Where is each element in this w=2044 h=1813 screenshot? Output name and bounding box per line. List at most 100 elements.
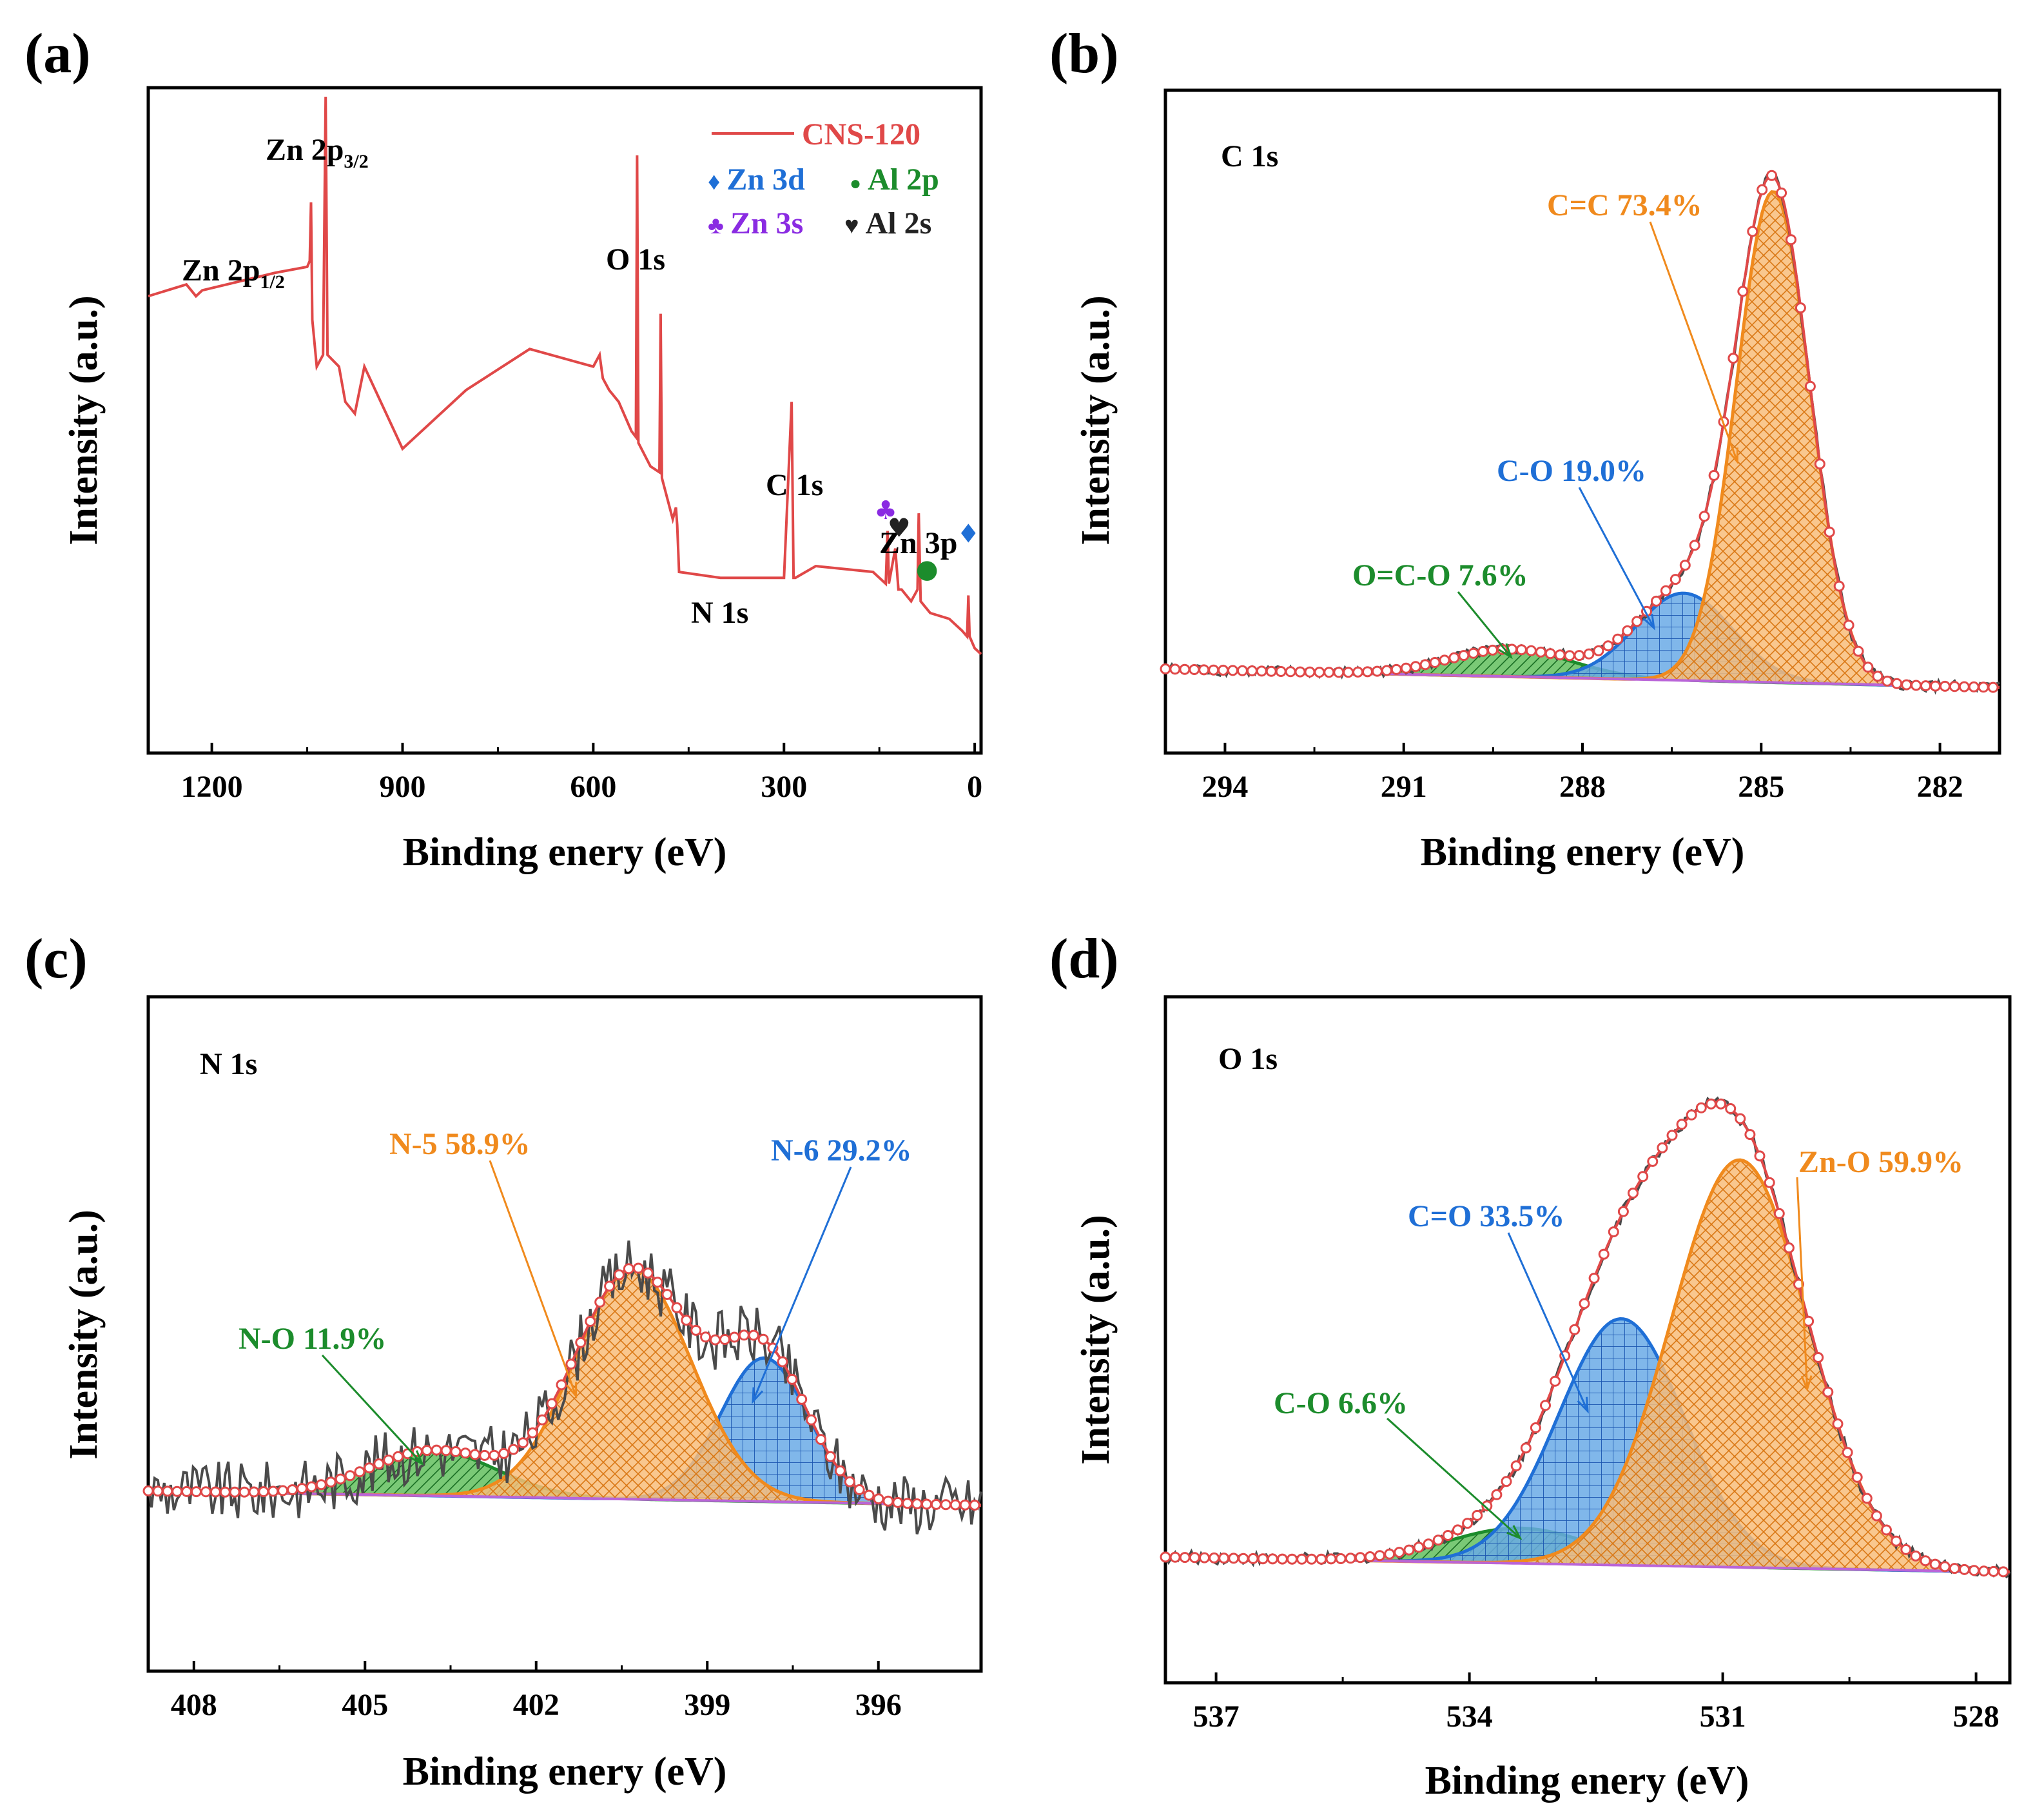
envelope-point: [268, 1485, 279, 1497]
envelope-point: [1501, 1476, 1512, 1487]
envelope-point: [623, 1263, 634, 1275]
envelope-point: [1583, 648, 1595, 660]
annotation-arrow: [1796, 1177, 1809, 1389]
envelope-point: [1160, 1551, 1171, 1563]
envelope-point: [1766, 170, 1778, 181]
envelope-point: [1554, 649, 1566, 661]
envelope-point: [1160, 663, 1171, 674]
envelope-point: [1487, 644, 1499, 656]
envelope-point: [1265, 665, 1277, 677]
envelope-point: [1477, 645, 1489, 657]
survey-spectrum-line: [148, 96, 982, 655]
envelope-point: [892, 1496, 904, 1508]
x-tick-label: 288: [1559, 770, 1606, 804]
envelope-point: [1238, 1553, 1249, 1564]
peak-marker: ♣: [874, 496, 897, 525]
envelope-point: [1381, 665, 1392, 676]
panel-d: (d) O 1s 537 534 531 528 Binding enery (eV)…: [1049, 928, 2012, 1803]
envelope-point: [508, 1444, 519, 1455]
peak-markers: ♦ ● ♣♥: [874, 496, 980, 584]
envelope-point: [1824, 526, 1835, 538]
envelope-point: [614, 1269, 625, 1280]
envelope-point: [325, 1476, 336, 1488]
envelope-point: [815, 1434, 826, 1446]
envelope-point: [1515, 644, 1527, 656]
envelope-point: [1352, 666, 1364, 678]
peak-label-o1s: O 1s: [606, 242, 665, 277]
x-tick-label: 531: [1700, 1700, 1746, 1734]
envelope-point: [671, 1302, 683, 1313]
envelope-point: [824, 1451, 836, 1462]
annotation-c-o: C-O 19.0%: [1497, 454, 1646, 488]
envelope-point: [1314, 667, 1325, 678]
x-axis-d: 537 534 531 528: [1193, 1672, 2000, 1734]
envelope-point: [1861, 1493, 1873, 1504]
envelope-point: [873, 1493, 884, 1505]
envelope-point: [1737, 286, 1749, 297]
x-tick-label: 534: [1446, 1700, 1493, 1734]
annotation-c-c: C=C 73.4%: [1547, 188, 1702, 222]
envelope-point: [1550, 1375, 1561, 1387]
envelope-point: [1410, 661, 1421, 672]
envelope-point: [354, 1466, 365, 1478]
envelope-point: [1728, 353, 1739, 364]
panel-label-a: (a): [24, 23, 91, 85]
y-axis-title-d: Intensity (a.u.): [1074, 1215, 1118, 1465]
envelope-point: [1669, 574, 1681, 585]
envelope-point: [1169, 1551, 1181, 1563]
envelope-point: [575, 1337, 587, 1348]
envelope-point: [1472, 1509, 1483, 1521]
envelope-point: [1462, 1518, 1474, 1529]
envelope-point: [1569, 1324, 1581, 1335]
envelope-point: [1439, 654, 1450, 666]
envelope-point: [1910, 1550, 1922, 1562]
envelope-point: [1757, 184, 1768, 195]
envelope-point: [209, 1486, 221, 1498]
envelope-point: [652, 1277, 663, 1288]
x-tick-label: 396: [855, 1688, 902, 1722]
raw-spectrum: [1165, 171, 2000, 695]
annotation-c-eq-o: C=O 33.5%: [1408, 1199, 1564, 1233]
envelope-point: [1764, 1177, 1775, 1188]
envelope-point: [1631, 616, 1643, 627]
envelope-point: [1843, 620, 1854, 631]
envelope-point: [1448, 652, 1460, 663]
envelope-point: [681, 1315, 692, 1326]
envelope-point: [921, 1498, 932, 1510]
envelope-point: [1458, 650, 1470, 662]
envelope-point: [1510, 1460, 1522, 1472]
legend-item-zn3s: ♣ Zn 3s: [708, 206, 803, 240]
envelope-point: [738, 1329, 750, 1341]
envelope-point: [1920, 680, 1931, 692]
envelope-point: [700, 1331, 712, 1343]
envelope-point: [1949, 1563, 1960, 1574]
peak-marker: ♥: [888, 514, 911, 544]
envelope-point: [1227, 665, 1238, 676]
envelope-point: [1208, 664, 1220, 676]
envelope-point: [1390, 663, 1402, 675]
envelope-point: [1306, 1553, 1318, 1565]
y-axis-title-b: Intensity (a.u.): [1074, 295, 1118, 545]
envelope-point: [1419, 659, 1431, 671]
legend-a: CNS-120 ♦ Zn 3d ● Al 2p ♣ Zn 3s ♥ Al 2s: [708, 117, 939, 240]
x-tick-label: 537: [1193, 1700, 1240, 1734]
envelope-point: [969, 1500, 980, 1511]
envelope-point: [930, 1498, 942, 1510]
envelope-point: [1978, 1565, 1990, 1577]
envelope-point: [806, 1414, 817, 1426]
envelope-point: [1236, 665, 1248, 676]
annotation-n-6: N-6 29.2%: [771, 1133, 912, 1168]
envelope-point: [421, 1445, 433, 1456]
annotation-arrowhead: [752, 1387, 764, 1404]
envelope-point: [219, 1486, 231, 1498]
peak-label-zn3p: Zn 3p: [879, 526, 957, 560]
envelope-point: [1987, 681, 1999, 693]
envelope-point: [1998, 1566, 2009, 1578]
envelope-point: [152, 1485, 164, 1497]
envelope-point: [1833, 580, 1845, 592]
envelope-point: [949, 1499, 961, 1511]
envelope-point: [710, 1334, 721, 1346]
envelope-point: [460, 1447, 471, 1459]
envelope-point: [1246, 665, 1258, 676]
envelope-point: [1803, 1315, 1815, 1327]
